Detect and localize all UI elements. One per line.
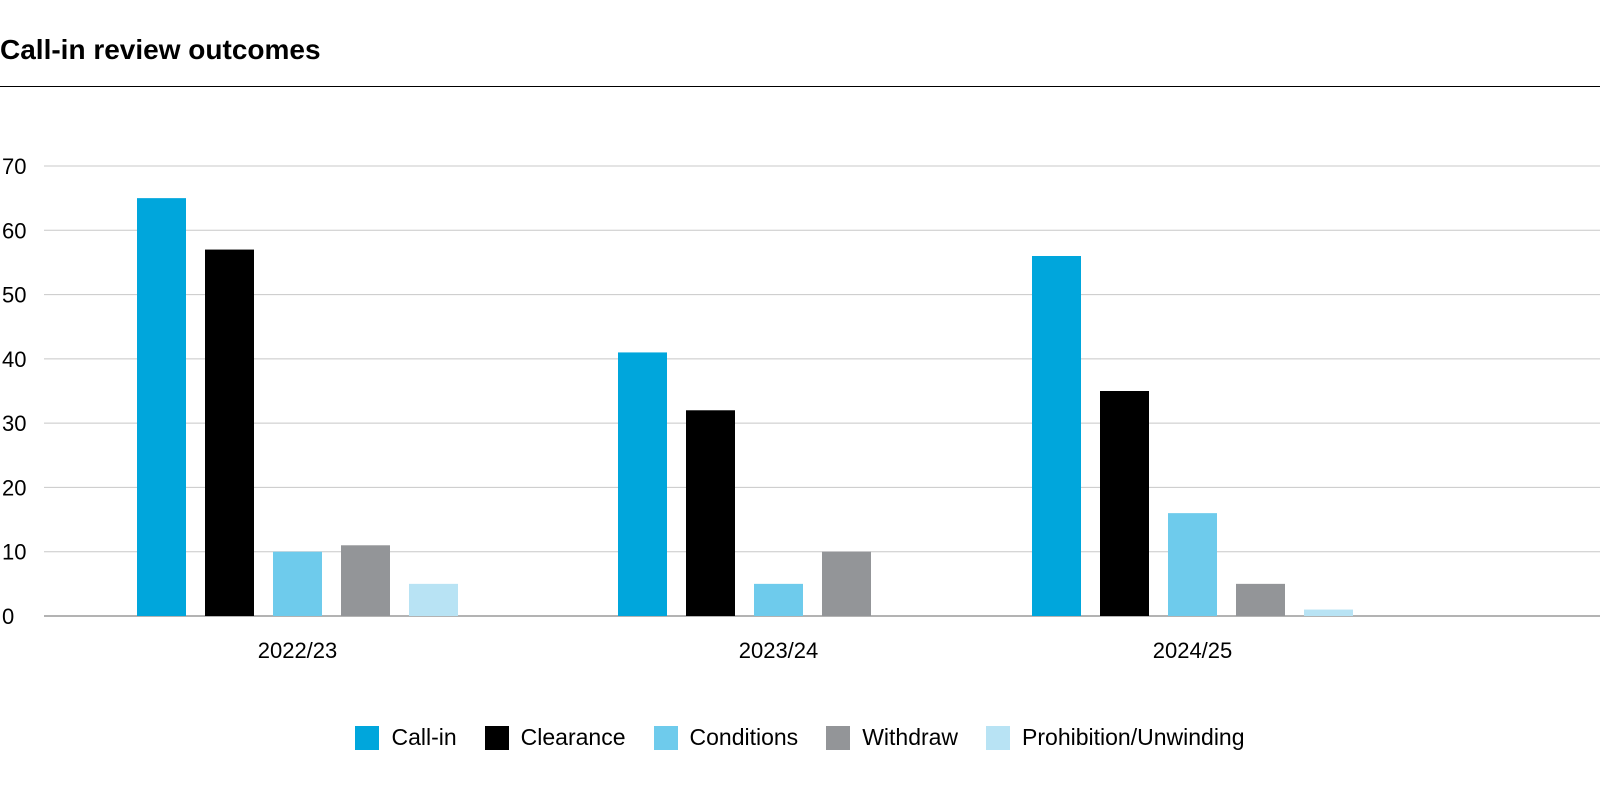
- bar-prohibition-unwinding-2024-25: [1304, 609, 1353, 616]
- legend-swatch: [484, 725, 509, 750]
- bar-withdraw-2023-24: [822, 551, 871, 616]
- y-tick-label: 10: [2, 540, 26, 565]
- bar-clearance-2024-25: [1100, 391, 1149, 616]
- legend-item: Clearance: [484, 724, 626, 751]
- y-tick-label: 70: [2, 154, 26, 179]
- legend: Call-in Clearance Conditions Withdraw Prohib…: [0, 724, 1600, 751]
- legend-item: Call-in: [355, 724, 457, 751]
- legend-label: Call-in: [391, 724, 457, 750]
- bar-prohibition-unwinding-2022-23: [409, 583, 458, 616]
- legend-label: Clearance: [520, 724, 626, 750]
- bar-withdraw-2022-23: [341, 545, 390, 616]
- y-tick-label: 20: [2, 475, 26, 500]
- bar-clearance-2023-24: [686, 410, 735, 616]
- legend-swatch: [653, 725, 678, 750]
- chart-title: Call-in review outcomes: [0, 34, 321, 65]
- legend-label: Withdraw: [862, 724, 959, 750]
- bar-call-in-2024-25: [1032, 256, 1081, 616]
- bar-clearance-2022-23: [205, 249, 254, 617]
- bar-call-in-2022-23: [137, 198, 186, 616]
- x-category-label: 2022/23: [258, 638, 338, 663]
- bar-chart: 0 10 20 30 40 50 60 70 2022/23 2023/24 2024/25: [2, 154, 1600, 663]
- legend-swatch: [826, 725, 851, 750]
- bar-conditions-2023-24: [754, 583, 803, 616]
- legend-item: Prohibition/Unwinding: [986, 724, 1245, 751]
- bar-conditions-2022-23: [273, 551, 322, 616]
- bar-conditions-2024-25: [1168, 513, 1217, 616]
- legend-item: Conditions: [653, 724, 799, 751]
- x-category-label: 2023/24: [739, 638, 819, 663]
- legend-label: Conditions: [689, 724, 799, 750]
- bar-call-in-2023-24: [618, 352, 667, 616]
- y-tick-label: 50: [2, 283, 26, 308]
- legend-item: Withdraw: [826, 724, 958, 751]
- legend-label: Prohibition/Unwinding: [1022, 724, 1245, 750]
- y-tick-label: 0: [2, 604, 14, 629]
- y-tick-label: 40: [2, 347, 26, 372]
- legend-swatch: [355, 725, 380, 750]
- bar-withdraw-2024-25: [1236, 583, 1285, 616]
- y-tick-label: 60: [2, 218, 26, 243]
- y-tick-label: 30: [2, 411, 26, 436]
- legend-swatch: [986, 725, 1011, 750]
- title-rule: [0, 86, 1600, 87]
- x-category-label: 2024/25: [1153, 638, 1233, 663]
